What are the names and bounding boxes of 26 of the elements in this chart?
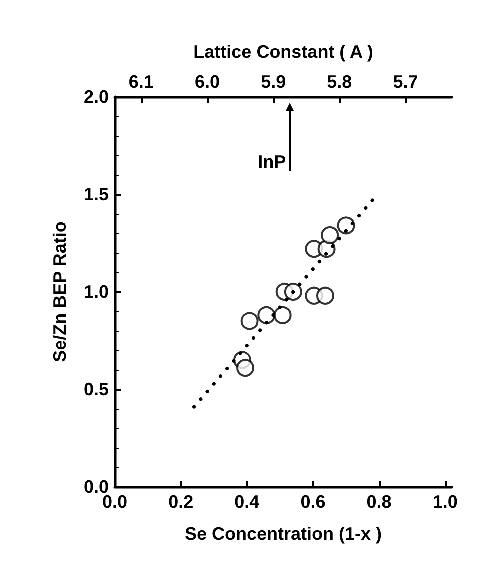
point [321,226,340,244]
x2-tick-label: 6.0 [194,72,220,92]
x-axis-title: Se Concentration (1-x ) [184,524,382,544]
point [240,312,259,330]
x2-tick-label: 5.9 [261,72,286,92]
point [258,306,276,324]
y-axis-title: Se/Zn BEP Ratio [50,222,70,362]
x-tick-label: 0.0 [102,492,128,512]
x-tick-label: 0.4 [234,492,260,512]
x2-tick-label: 6.1 [128,72,154,92]
x-tick-label: 1.0 [432,492,458,512]
x2-tick-label: 5.8 [327,72,352,92]
y-tick-label: 2.0 [84,87,109,107]
x-tick-label: 0.6 [300,492,326,512]
point [284,283,302,301]
x-tick-label: 0.8 [366,492,392,512]
point [236,359,255,378]
x2-tick-label: 5.7 [393,72,418,92]
point [274,306,292,324]
y-tick-label: 1.5 [84,184,109,204]
ref-line-label: InP [258,152,286,172]
x-tick-label: 0.2 [168,492,194,512]
y-tick-label: 0.5 [84,380,109,400]
y-tick-label: 1.0 [84,282,109,302]
x2-axis-title: Lattice Constant ( A ) [194,42,374,62]
point [316,286,334,305]
